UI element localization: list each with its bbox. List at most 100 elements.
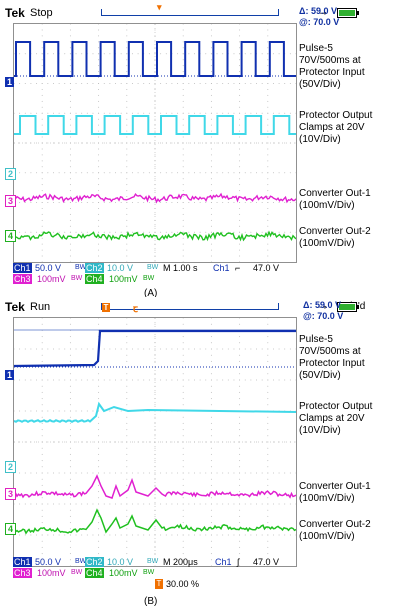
grid-dot [239, 178, 241, 180]
grid-dot [81, 142, 83, 144]
grid-dot [227, 202, 229, 203]
grid-dot [126, 243, 128, 245]
grid-dot [233, 172, 235, 174]
grid-dot [239, 88, 241, 90]
grid-dot [210, 435, 212, 437]
grid-dot [210, 360, 212, 362]
grid-dot [41, 336, 43, 338]
grid-dot [284, 112, 286, 114]
ch2-bw-icon: BW [147, 558, 159, 565]
grid-dot [41, 323, 43, 325]
ch1-label: Pulse-5 70V/500ms at Protector Input (50… [299, 334, 365, 381]
ch2-tag[interactable]: Ch2 [85, 557, 104, 567]
grid-dot [210, 59, 212, 61]
ch4-ground-marker[interactable]: 4 [5, 523, 16, 535]
waveform-display[interactable] [13, 23, 297, 263]
grid-dot [239, 422, 241, 424]
grid-dot [143, 231, 145, 233]
grid-dot [98, 118, 100, 120]
grid-dot [154, 225, 156, 227]
grid-dot [86, 112, 88, 114]
grid-dot [120, 472, 122, 474]
grid-dot [210, 172, 212, 174]
grid-dot [109, 348, 111, 350]
channel-status-bar: Ch1 50.0 V BW Ch2 10.0 V BW M 200μs Ch1 … [13, 557, 295, 591]
ch4-tag[interactable]: Ch4 [85, 568, 104, 578]
grid-dot [239, 323, 241, 325]
grid-dot [239, 255, 241, 257]
grid-dot [210, 379, 212, 381]
trigger-level[interactable]: 47.0 V [253, 263, 280, 273]
grid-dot [41, 559, 43, 561]
grid-dot [58, 379, 60, 381]
grid-dot [115, 503, 117, 505]
grid-dot [30, 379, 32, 381]
ch1-ground-marker[interactable]: 1 [5, 77, 14, 87]
grid-dot [58, 202, 60, 203]
trigger-position[interactable]: 30.00 % [166, 579, 200, 589]
waveform-display[interactable] [13, 317, 297, 567]
grid-dot [154, 546, 156, 548]
ch2-tag[interactable]: Ch2 [85, 263, 104, 273]
grid-dot [210, 522, 212, 524]
grid-dot [64, 379, 66, 381]
grid-dot [148, 142, 150, 144]
grid-dot [126, 429, 128, 431]
grid-dot [210, 255, 212, 257]
grid-dot [41, 106, 43, 108]
grid-dot [92, 472, 94, 474]
grid-dot [182, 106, 184, 108]
grid-dot [239, 453, 241, 455]
grid-dot [160, 112, 162, 114]
timebase[interactable]: M 200μs [163, 557, 198, 567]
ch2-ground-marker[interactable]: 2 [5, 168, 16, 180]
grid-dot [126, 528, 128, 530]
grid-dot [98, 522, 100, 524]
grid-dot [239, 24, 241, 25]
ch3-ground-marker[interactable]: 3 [5, 488, 16, 500]
grid-dot [98, 398, 100, 400]
grid-dot [98, 528, 100, 530]
grid-dot [205, 112, 207, 114]
grid-dot [154, 435, 156, 437]
grid-dot [188, 379, 190, 381]
trigger-source[interactable]: Ch1 [215, 557, 232, 567]
grid-dot [69, 196, 71, 198]
grid-dot [154, 130, 156, 132]
ch3-tag[interactable]: Ch3 [13, 568, 32, 578]
trigger-source[interactable]: Ch1 [213, 263, 230, 273]
grid-dot [19, 503, 21, 505]
grid-dot [69, 207, 71, 209]
grid-dot [154, 447, 156, 449]
grid-dot [210, 29, 212, 31]
grid-dot [143, 202, 145, 203]
ch1-ground-marker[interactable]: 1 [5, 370, 14, 380]
grid-dot [103, 503, 105, 505]
ch1-tag[interactable]: Ch1 [13, 557, 32, 567]
grid-dot [69, 213, 71, 215]
grid-dot [69, 249, 71, 251]
ch3-ground-marker[interactable]: 3 [5, 195, 16, 207]
grid-dot [239, 429, 241, 431]
trigger-level[interactable]: 47.0 V [253, 557, 280, 567]
grid-dot [171, 172, 173, 174]
grid-dot [69, 484, 71, 486]
grid-dot [182, 172, 184, 174]
grid-dot [267, 154, 269, 156]
ch4-tag[interactable]: Ch4 [85, 274, 104, 284]
grid-dot [41, 202, 43, 203]
grid-dot [239, 202, 241, 203]
ch1-tag[interactable]: Ch1 [13, 263, 32, 273]
ch2-ground-marker[interactable]: 2 [5, 461, 16, 473]
grid-dot [182, 497, 184, 499]
ch4-ground-marker[interactable]: 4 [5, 230, 16, 242]
grid-dot [239, 65, 241, 67]
grid-dot [278, 202, 280, 203]
grid-dot [182, 231, 184, 233]
ch3-tag[interactable]: Ch3 [13, 274, 32, 284]
grid-dot [98, 237, 100, 239]
grid-dot [210, 398, 212, 400]
timebase[interactable]: M 1.00 s [163, 263, 198, 273]
grid-dot [75, 503, 77, 505]
grid-dot [30, 112, 32, 114]
